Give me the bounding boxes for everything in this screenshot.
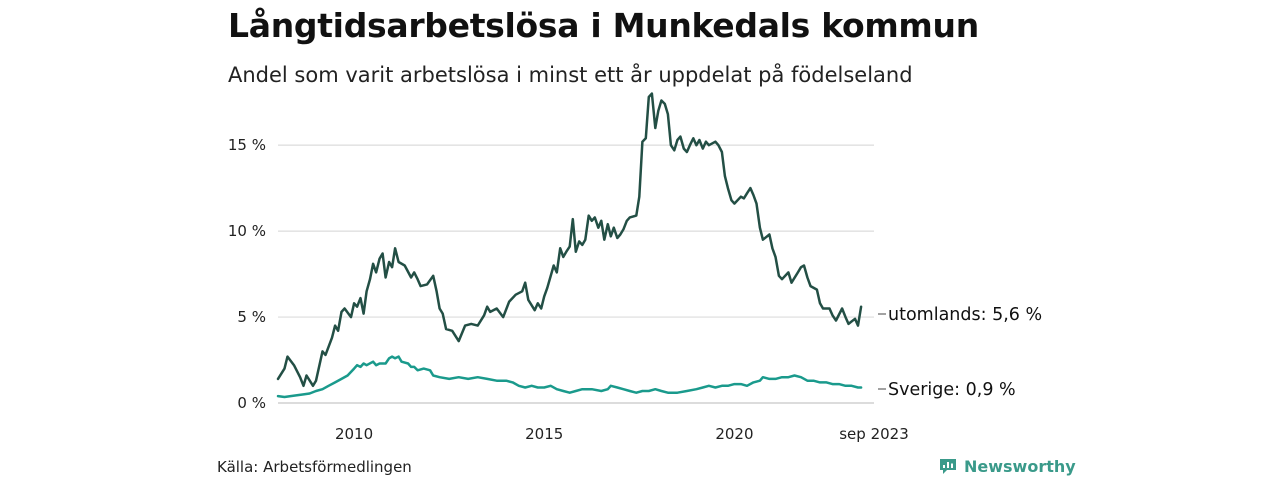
end-label-sverige: Sverige: 0,9 % — [888, 380, 1016, 400]
newsworthy-logo: Newsworthy — [938, 456, 1076, 476]
grid-lines — [278, 144, 874, 404]
newsworthy-icon — [940, 459, 956, 474]
x-tick-label: sep 2023 — [839, 425, 909, 443]
x-tick-label: 2020 — [715, 425, 753, 443]
end-labels: utomlands: 5,6 % Sverige: 0,9 % — [878, 305, 1042, 400]
chart-subtitle: Andel som varit arbetslösa i minst ett å… — [228, 63, 913, 87]
y-axis-ticks: 0 % 5 % 10 % 15 % — [228, 136, 266, 412]
y-tick-label: 5 % — [237, 308, 266, 326]
x-tick-label: 2015 — [525, 425, 563, 443]
x-tick-label: 2010 — [335, 425, 373, 443]
end-label-utomlands: utomlands: 5,6 % — [888, 305, 1042, 325]
chart-title: Långtidsarbetslösa i Munkedals kommun — [228, 6, 979, 45]
series-line-utomlands — [276, 92, 863, 388]
series-line-sverige — [276, 355, 863, 399]
source-note: Källa: Arbetsförmedlingen — [217, 458, 412, 476]
y-tick-label: 15 % — [228, 136, 266, 154]
brand-name: Newsworthy — [964, 456, 1076, 476]
series-lines — [276, 92, 863, 399]
x-axis-ticks: 2010 2015 2020 sep 2023 — [335, 425, 909, 443]
y-tick-label: 10 % — [228, 222, 266, 240]
y-tick-label: 0 % — [237, 394, 266, 412]
